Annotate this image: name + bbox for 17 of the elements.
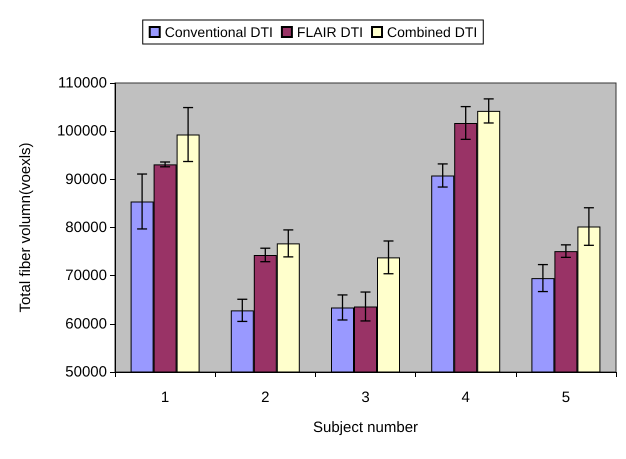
legend-label: Combined DTI <box>387 24 478 40</box>
x-tick-label: 5 <box>562 389 570 406</box>
y-tick-label: 110000 <box>58 74 107 92</box>
y-tick-label: 80000 <box>65 219 107 236</box>
y-axis-title: Total fiber volumn(voexls) <box>17 142 34 313</box>
x-tick-label: 2 <box>261 389 270 406</box>
x-tick-label: 1 <box>160 389 170 406</box>
y-tick-label: 70000 <box>65 267 107 284</box>
y-tick-label: 60000 <box>65 315 107 332</box>
y-tick-label: 50000 <box>65 364 107 380</box>
x-tick-label: 3 <box>361 389 370 406</box>
legend-label: Conventional DTI <box>164 24 273 40</box>
y-tick-label: 100000 <box>56 122 107 140</box>
x-axis-title: Subject number <box>312 419 418 436</box>
x-tick-label: 4 <box>462 389 470 406</box>
legend-label: FLAIR DTI <box>296 24 364 40</box>
y-tick-label: 90000 <box>65 170 107 188</box>
